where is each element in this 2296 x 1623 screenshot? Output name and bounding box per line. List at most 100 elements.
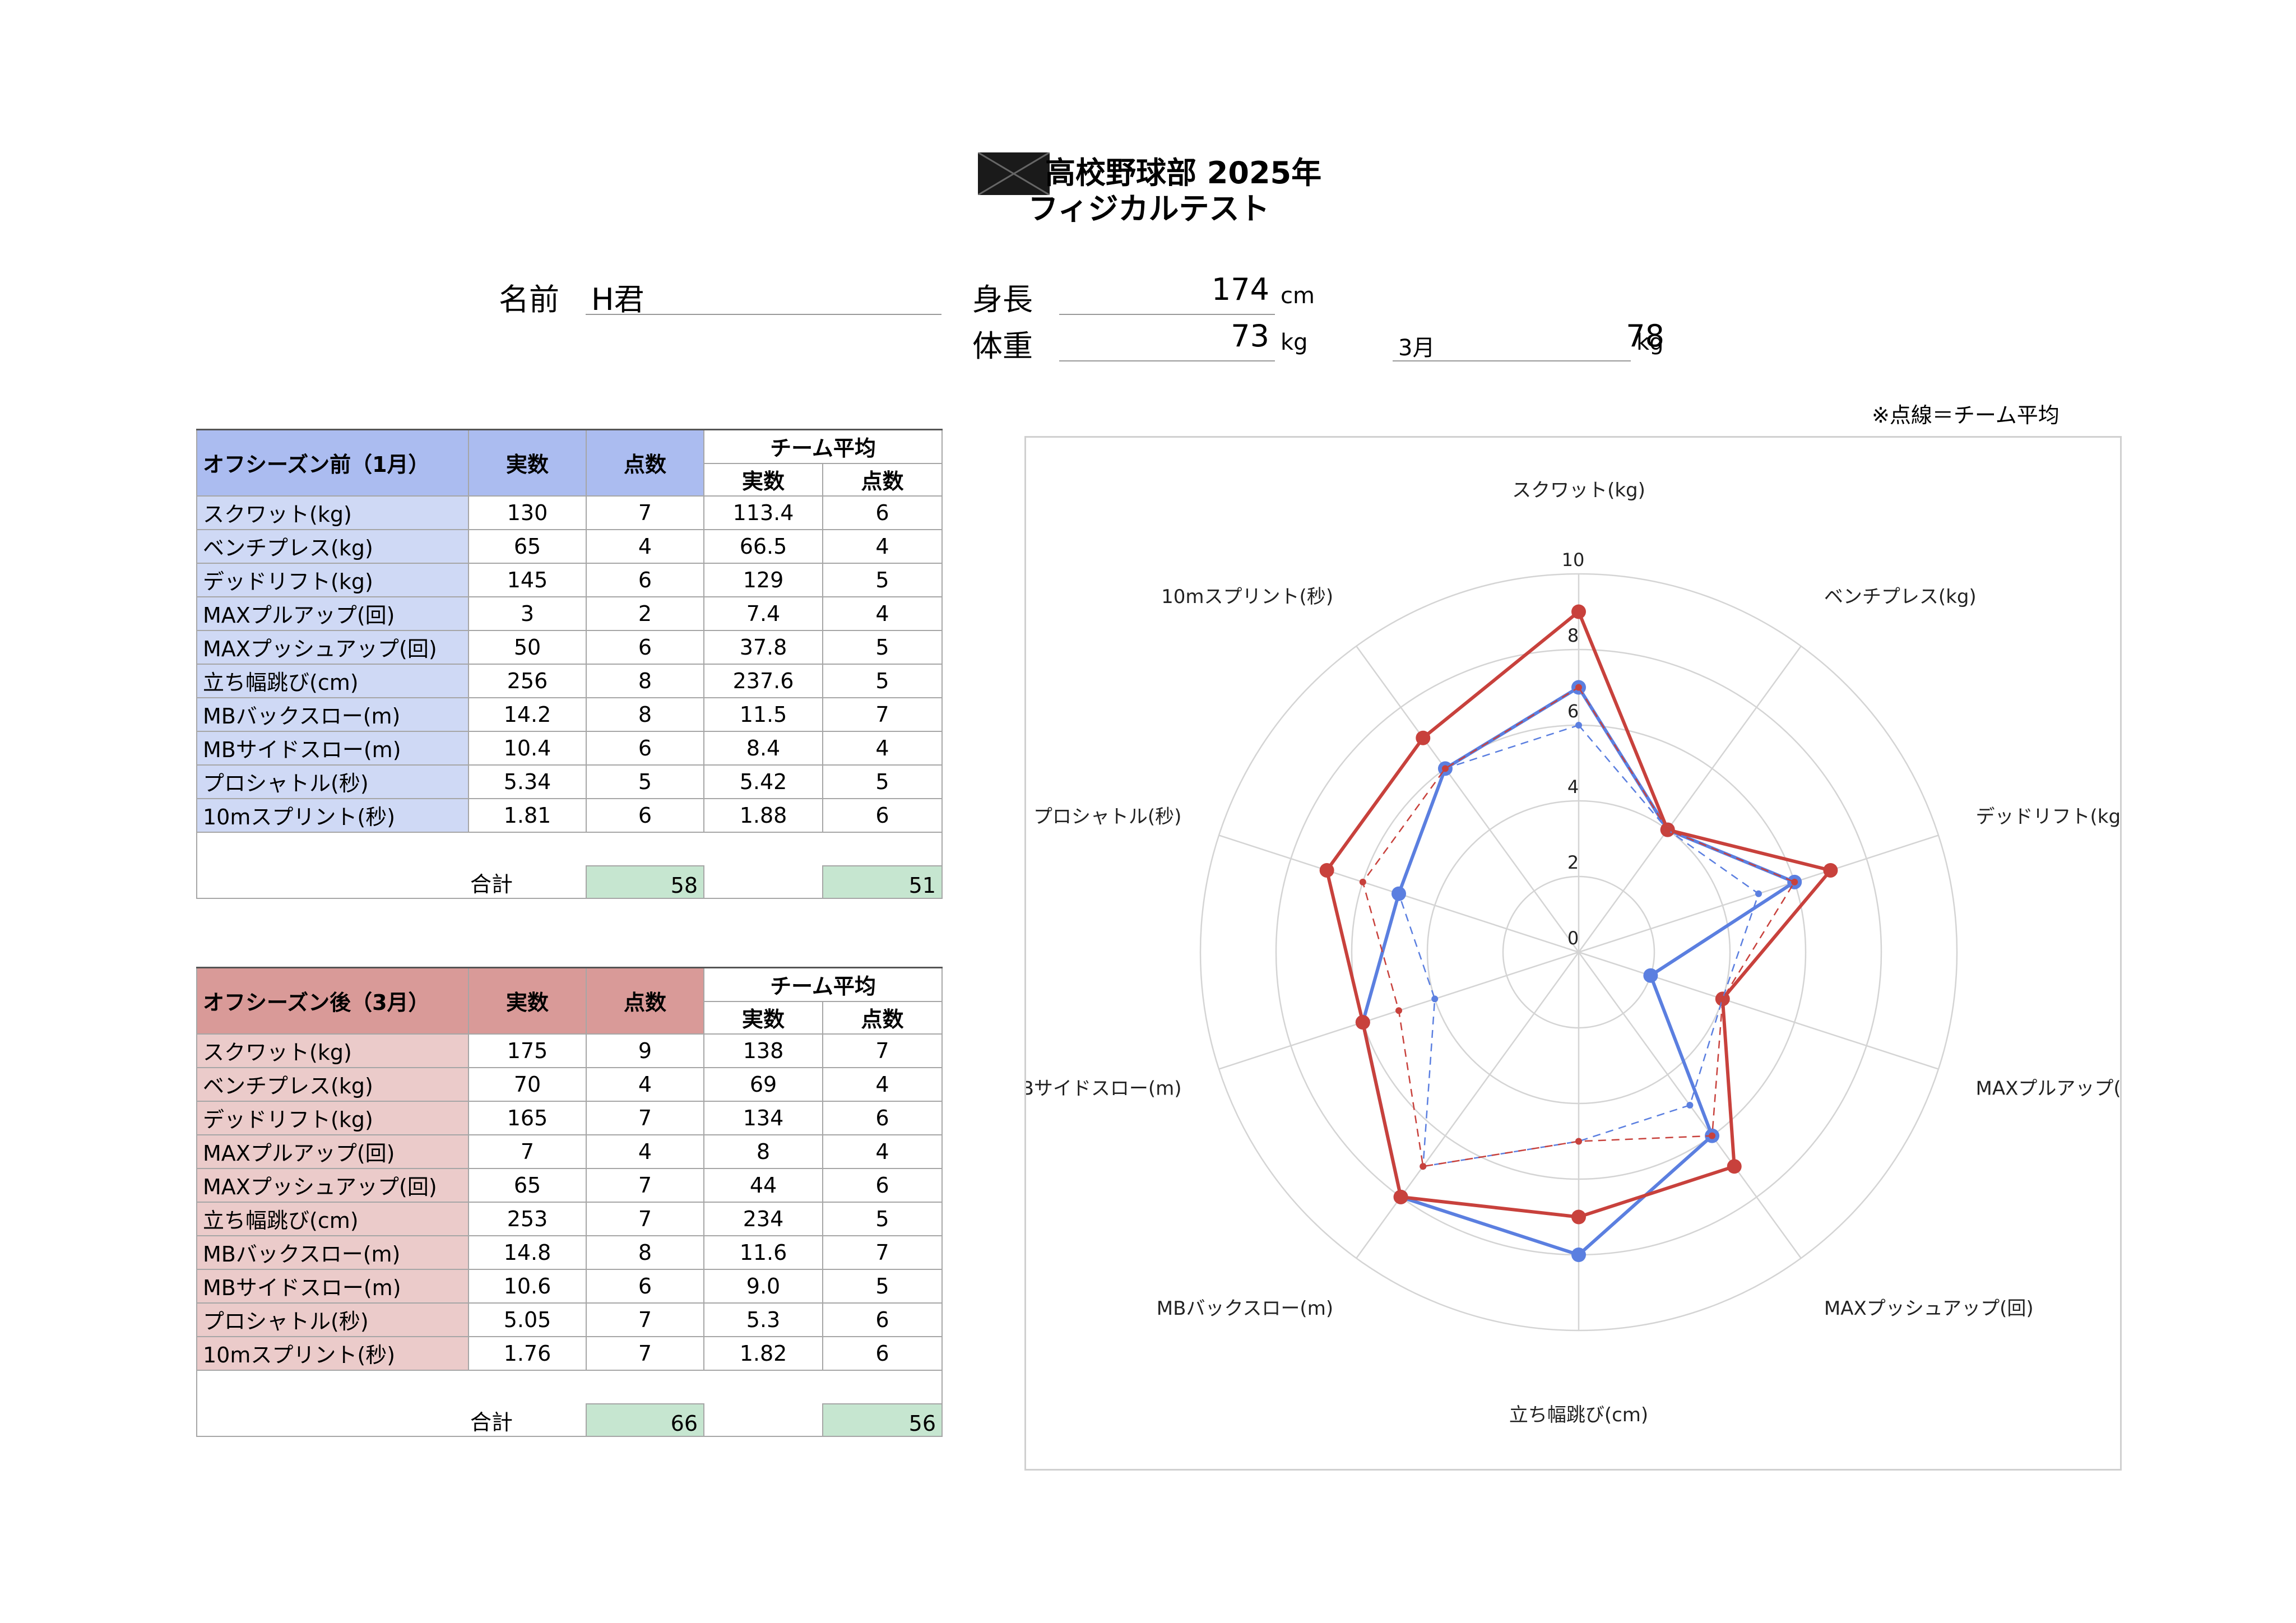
col-score: 点数	[586, 429, 704, 497]
row-avg-actual: 11.5	[703, 697, 823, 732]
row-avg-score: 5	[822, 1201, 943, 1236]
row-avg-actual: 66.5	[703, 528, 823, 564]
row-item-label: MBサイドスロー(m)	[196, 1268, 469, 1304]
row-avg-score: 6	[822, 1336, 943, 1371]
row-actual: 5.34	[468, 764, 587, 799]
table-row: MBバックスロー(m) 14.8 8 11.6 7	[196, 1235, 943, 1270]
row-item-label: スクワット(kg)	[196, 495, 469, 530]
row-avg-actual: 69	[703, 1066, 823, 1102]
radar-point	[1416, 730, 1431, 745]
radar-category-label: MAXプッシュアップ(回)	[1824, 1297, 2034, 1320]
row-score: 6	[586, 730, 704, 766]
radar-category-label: ベンチプレス(kg)	[1824, 586, 1977, 608]
radar-avg-point	[1686, 1102, 1694, 1109]
total-label: 合計	[196, 865, 586, 899]
radar-spoke	[1578, 646, 1802, 953]
row-actual: 70	[468, 1066, 587, 1102]
total-score: 66	[586, 1403, 704, 1437]
radar-point	[1393, 1189, 1408, 1204]
radar-avg-point	[1755, 890, 1762, 897]
row-score: 6	[586, 562, 704, 597]
height-value: 174	[1211, 272, 1269, 307]
name-underline	[586, 314, 941, 315]
row-avg-actual: 134	[703, 1100, 823, 1135]
row-item-label: ベンチプレス(kg)	[196, 1066, 469, 1102]
row-avg-score: 6	[822, 495, 943, 530]
table-row: MAXプルアップ(回) 7 4 8 4	[196, 1134, 943, 1169]
row-actual: 1.81	[468, 797, 587, 833]
radar-avg-point	[1719, 995, 1726, 1003]
row-item-label: スクワット(kg)	[196, 1033, 469, 1068]
row-avg-score: 5	[822, 1268, 943, 1304]
radar-point	[1571, 604, 1586, 619]
col-actual: 実数	[468, 967, 587, 1035]
team-avg-header: チーム平均	[703, 967, 943, 1002]
row-item-label: MAXプルアップ(回)	[196, 1134, 469, 1169]
sub-actual: 実数	[703, 1000, 823, 1035]
radar-point	[1355, 1015, 1370, 1030]
row-avg-score: 4	[822, 1066, 943, 1102]
row-score: 8	[586, 697, 704, 732]
table-row: MAXプルアップ(回) 3 2 7.4 4	[196, 596, 943, 631]
radar-chart-frame: 0 2 4 6 8 10 スクワット(kg) ベンチプレス(kg) デッドリフト(kg) MAXプ…	[1004, 436, 2147, 1471]
total-score: 58	[586, 865, 704, 899]
row-avg-score: 5	[822, 764, 943, 799]
row-avg-score: 6	[822, 1302, 943, 1337]
row-avg-actual: 237.6	[703, 663, 823, 698]
radar-tick-label: 6	[1567, 701, 1579, 722]
radar-spoke	[1356, 646, 1580, 953]
row-avg-actual: 138	[703, 1033, 823, 1068]
row-avg-actual: 44	[703, 1167, 823, 1203]
row-actual: 3	[468, 596, 587, 631]
march-label: 3月	[1398, 335, 1435, 361]
radar-avg-point	[1359, 878, 1366, 885]
row-avg-actual: 5.3	[703, 1302, 823, 1337]
row-avg-actual: 1.88	[703, 797, 823, 833]
row-actual: 1.76	[468, 1336, 587, 1371]
row-item-label: 立ち幅跳び(cm)	[196, 663, 469, 698]
row-item-label: MBバックスロー(m)	[196, 697, 469, 732]
radar-avg-point	[1575, 684, 1582, 691]
row-avg-score: 7	[822, 1235, 943, 1270]
row-actual: 145	[468, 562, 587, 597]
weight-unit: kg	[1281, 330, 1308, 355]
row-item-label: MAXプルアップ(回)	[196, 596, 469, 631]
row-avg-score: 5	[822, 629, 943, 665]
row-actual: 5.05	[468, 1302, 587, 1337]
col-score: 点数	[586, 967, 704, 1035]
spacer-row	[196, 831, 943, 866]
row-avg-score: 5	[822, 663, 943, 698]
row-avg-score: 6	[822, 1167, 943, 1203]
row-score: 2	[586, 596, 704, 631]
row-item-label: ベンチプレス(kg)	[196, 528, 469, 564]
row-avg-score: 5	[822, 562, 943, 597]
row-actual: 130	[468, 495, 587, 530]
radar-point	[1727, 1159, 1742, 1174]
radar-tick-label: 8	[1567, 625, 1579, 646]
table-row: 10mスプリント(秒) 1.81 6 1.88 6	[196, 797, 943, 833]
row-score: 6	[586, 797, 704, 833]
row-score: 4	[586, 528, 704, 564]
radar-spoke	[1578, 951, 1939, 1070]
height-unit: cm	[1281, 283, 1315, 309]
row-actual: 7	[468, 1134, 587, 1169]
row-actual: 14.2	[468, 697, 587, 732]
redacted-school-name	[977, 151, 1050, 196]
row-avg-score: 6	[822, 797, 943, 833]
sub-score: 点数	[822, 1000, 943, 1035]
row-score: 4	[586, 1134, 704, 1169]
name-value: H君	[591, 282, 644, 317]
table-row: ベンチプレス(kg) 70 4 69 4	[196, 1066, 943, 1102]
avg-total-score: 51	[822, 865, 943, 899]
radar-avg-point	[1441, 765, 1449, 772]
table-row: プロシャトル(秒) 5.05 7 5.3 6	[196, 1302, 943, 1337]
radar-avg-point	[1395, 1007, 1403, 1014]
table-row: 立ち幅跳び(cm) 253 7 234 5	[196, 1201, 943, 1236]
table-title: オフシーズン後（3月）	[196, 967, 469, 1035]
table-row: デッドリフト(kg) 145 6 129 5	[196, 562, 943, 597]
height-label: 身長	[972, 282, 1033, 317]
row-avg-actual: 9.0	[703, 1268, 823, 1304]
row-item-label: プロシャトル(秒)	[196, 1302, 469, 1337]
table-row: プロシャトル(秒) 5.34 5 5.42 5	[196, 764, 943, 799]
row-score: 7	[586, 1100, 704, 1135]
